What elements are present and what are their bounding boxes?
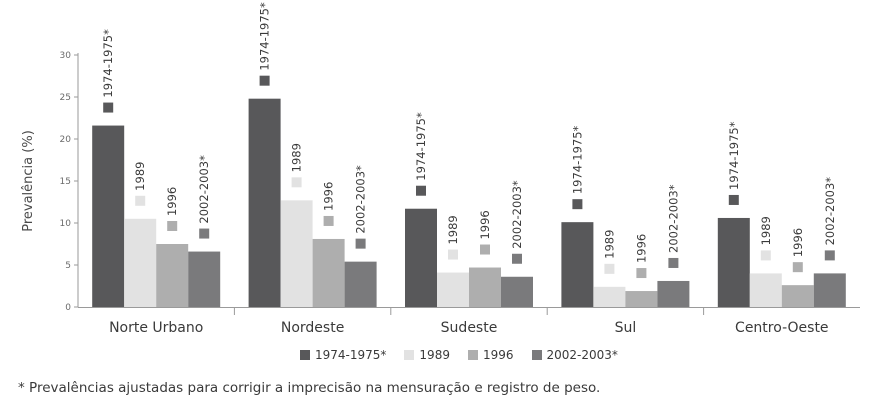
legend-label: 1974-1975* — [315, 348, 387, 362]
bar-series-label: 1974-1975* — [101, 29, 115, 98]
bar — [593, 286, 626, 307]
bar-marker — [291, 177, 302, 188]
y-axis-label: Prevalência (%) — [21, 130, 36, 232]
bar — [437, 272, 469, 307]
legend-swatch-1974-1975 — [300, 350, 310, 360]
bar-marker — [416, 185, 426, 196]
legend: 1974-1975* 1989 1996 2002-2003* — [300, 348, 618, 362]
bar-series-label: 1996 — [322, 182, 336, 211]
legend-label: 2002-2003* — [546, 348, 618, 362]
bar-series-label: 1989 — [446, 215, 460, 244]
bar-series-label: 1974-1975* — [570, 125, 584, 194]
legend-item-2002-2003: 2002-2003* — [531, 348, 618, 362]
bar — [501, 276, 533, 307]
x-category-label: Nordeste — [281, 320, 344, 336]
legend-swatch-1996 — [467, 350, 478, 360]
bar-series-label: 1989 — [290, 143, 304, 172]
bar-series-label: 2002-2003* — [666, 184, 680, 253]
bar-marker — [760, 250, 771, 261]
bar — [188, 251, 221, 307]
bar-series-label: 1996 — [165, 187, 179, 216]
bar — [312, 238, 345, 307]
legend-label: 1996 — [482, 348, 514, 362]
x-category-label: Sudeste — [441, 320, 498, 336]
bar-series-label: 2002-2003* — [354, 165, 368, 234]
bar — [657, 280, 690, 307]
legend-item-1989: 1989 — [404, 348, 450, 362]
legend-swatch-2002-2003 — [531, 350, 542, 360]
bar-marker — [668, 257, 679, 268]
bar-marker — [259, 75, 270, 86]
bar-marker — [199, 228, 210, 239]
bar-marker — [103, 102, 114, 113]
bar-marker — [135, 195, 146, 206]
bar-series-label: 2002-2003* — [823, 177, 837, 246]
y-tick-label: 15 — [60, 177, 71, 187]
bar — [625, 291, 658, 307]
bar-series-label: 1974-1975* — [727, 121, 741, 190]
bar-series-label: 1996 — [478, 210, 492, 239]
x-category-label: Norte Urbano — [109, 320, 203, 336]
bar-series-label: 1974-1975* — [414, 112, 428, 181]
y-tick-label: 20 — [60, 135, 72, 145]
bar-marker — [728, 194, 739, 205]
bar-chart: 0 5 10 15 20 25 30 Prevalência (%) 1974-1975* 198… — [21, 2, 860, 336]
bar — [344, 261, 377, 307]
bar-marker — [604, 263, 615, 274]
bar — [124, 218, 157, 307]
bar — [717, 217, 750, 307]
bar — [405, 208, 437, 307]
bar — [469, 267, 501, 307]
legend-swatch-1989 — [404, 350, 415, 360]
bar-marker — [824, 250, 835, 261]
x-category-label: Centro-Oeste — [735, 320, 829, 336]
bar — [813, 273, 846, 307]
bar-marker — [512, 253, 522, 264]
y-tick-label: 0 — [65, 303, 71, 313]
bar-series-label: 1989 — [759, 216, 773, 245]
legend-item-1996: 1996 — [467, 348, 514, 362]
bar-marker — [448, 249, 458, 260]
y-tick-label: 25 — [60, 93, 71, 103]
bar — [561, 222, 594, 307]
bar-series-label: 1974-1975* — [258, 2, 272, 71]
bar — [749, 273, 782, 307]
bar — [781, 285, 814, 307]
bar-marker — [480, 244, 490, 255]
bar-series-label: 2002-2003* — [197, 155, 211, 224]
bar-marker — [792, 262, 803, 273]
bar-marker — [636, 268, 647, 279]
bar-marker — [355, 238, 366, 249]
bar — [280, 200, 313, 307]
bar-series-label: 2002-2003* — [510, 180, 524, 249]
y-tick-label: 10 — [60, 219, 72, 229]
y-tick-label: 5 — [65, 261, 71, 271]
bar-series-label: 1996 — [634, 234, 648, 263]
bar-marker — [323, 215, 334, 226]
bar-series-label: 1989 — [602, 230, 616, 259]
x-category-label: Sul — [615, 320, 637, 336]
footnote: * Prevalências ajustadas para corrigir a… — [18, 380, 601, 396]
bar — [156, 244, 189, 307]
bar-marker — [167, 221, 178, 231]
bar-series-label: 1996 — [791, 228, 805, 257]
y-tick-label: 30 — [60, 51, 72, 61]
bar-series-label: 1989 — [133, 162, 147, 191]
bar — [248, 98, 281, 308]
legend-item-1974-1975: 1974-1975* — [300, 348, 386, 362]
bar-marker — [572, 199, 583, 210]
legend-label: 1989 — [419, 348, 450, 362]
bar — [92, 125, 125, 307]
